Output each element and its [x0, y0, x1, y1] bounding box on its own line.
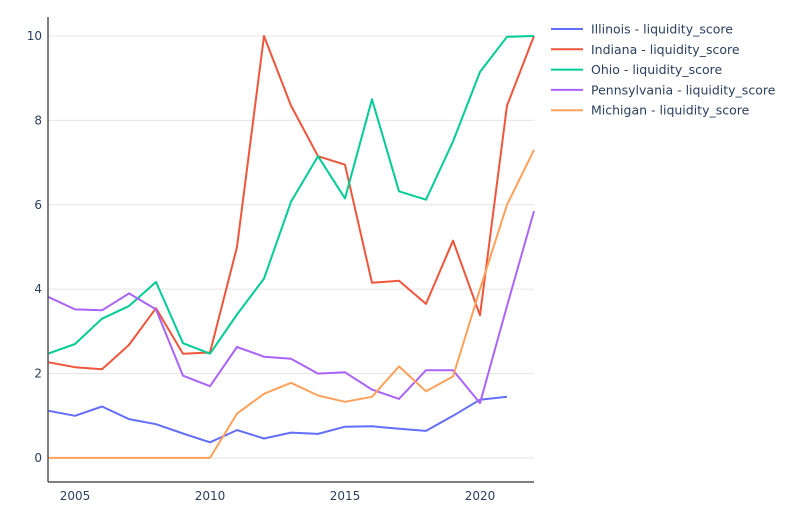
legend-item[interactable]: Illinois - liquidity_score [551, 22, 733, 37]
legend-label: Illinois - liquidity_score [591, 22, 733, 37]
series-line-illinois [47, 395, 508, 444]
x-tick-label: 2005 [60, 489, 91, 503]
gridlines [48, 35, 534, 459]
legend-label: Ohio - liquidity_score [591, 62, 722, 77]
x-tick-label: 2010 [195, 489, 226, 503]
x-tick-label: 2020 [465, 489, 496, 503]
legend-item[interactable]: Ohio - liquidity_score [551, 62, 722, 77]
series-line-michigan [48, 149, 535, 459]
series-lines [47, 35, 535, 459]
x-tick-label: 2015 [330, 489, 361, 503]
y-tick-label: 6 [34, 198, 42, 212]
legend-item[interactable]: Michigan - liquidity_score [551, 103, 750, 118]
legend[interactable]: Illinois - liquidity_score Indiana - liqu… [551, 22, 776, 118]
y-tick-label: 8 [34, 113, 42, 127]
series-line-ohio [47, 35, 535, 355]
axes: 0 2 4 6 8 10 2005 2010 2015 2020 [27, 17, 534, 503]
y-tick-label: 2 [34, 367, 42, 381]
series-line-pennsylvania [47, 210, 535, 405]
legend-label: Indiana - liquidity_score [591, 42, 740, 57]
y-tick-label: 4 [34, 282, 42, 296]
legend-label: Pennsylvania - liquidity_score [591, 82, 776, 97]
series-line-indiana [47, 35, 535, 371]
y-tick-label: 0 [34, 451, 42, 465]
y-tick-label: 10 [27, 29, 42, 43]
legend-label: Michigan - liquidity_score [591, 103, 750, 118]
legend-item[interactable]: Indiana - liquidity_score [551, 42, 740, 57]
legend-item[interactable]: Pennsylvania - liquidity_score [551, 82, 776, 97]
